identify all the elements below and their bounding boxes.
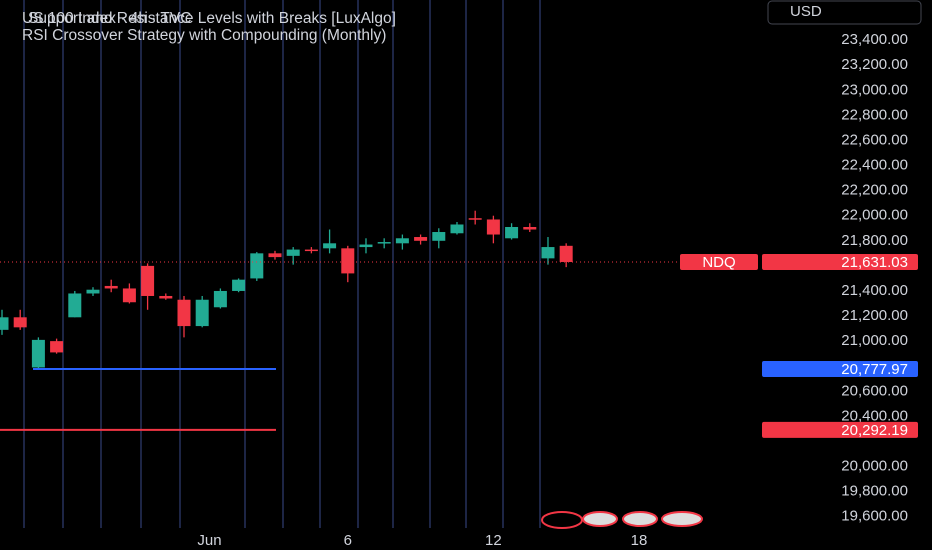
candle-body	[141, 265, 155, 296]
currency-box[interactable]	[767, 0, 922, 25]
candle-body	[31, 339, 45, 368]
candle-body	[323, 243, 337, 249]
y-tick-label: 20,000.00	[841, 458, 908, 475]
candle-body	[541, 247, 555, 259]
candle-body	[395, 238, 409, 244]
x-tick-label: 18	[631, 532, 648, 549]
chart-title: US 100 Index · 4h · TVC	[22, 10, 191, 27]
currency[interactable]: USD	[790, 3, 822, 20]
y-tick-label: 22,200.00	[841, 182, 908, 199]
y-tick-label: 23,200.00	[841, 56, 908, 73]
y-tick-label: 19,800.00	[841, 483, 908, 500]
price-label: 20,777.97	[841, 361, 908, 378]
candle-body	[50, 341, 64, 353]
price-label-box	[762, 253, 918, 270]
candle-body	[523, 227, 537, 230]
candle-body	[468, 218, 482, 220]
y-tick-label: 23,000.00	[841, 81, 908, 98]
indicator-title: Support and Resistance Levels with Break…	[28, 10, 396, 27]
symbol-box	[680, 253, 758, 270]
candle-body	[359, 244, 373, 248]
x-tick-label: 6	[344, 532, 352, 549]
event-icons[interactable]	[541, 511, 703, 529]
y-tick-label: 19,600.00	[841, 508, 908, 525]
y-tick-label: 21,200.00	[841, 307, 908, 324]
y-tick-label: 22,600.00	[841, 131, 908, 148]
candle-body	[0, 317, 9, 330]
candle-body	[559, 245, 573, 262]
price-label: 20,292.19	[841, 422, 908, 439]
x-tick-label: Jun	[197, 532, 221, 549]
y-tick-label: 20,400.00	[841, 407, 908, 424]
candle-body	[341, 248, 355, 274]
candle-body	[432, 232, 446, 241]
candle-body	[86, 289, 100, 294]
candle-body	[104, 285, 118, 289]
price-label: 21,631.03	[841, 254, 908, 271]
y-tick-label: 22,400.00	[841, 157, 908, 174]
y-tick-label: 21,400.00	[841, 282, 908, 299]
candle-body	[286, 249, 300, 256]
candle-body	[250, 253, 264, 279]
y-tick-label: 21,800.00	[841, 232, 908, 249]
y-tick-label: 22,000.00	[841, 207, 908, 224]
candle-body	[159, 295, 173, 299]
candle-body	[213, 290, 227, 308]
strategy-markers	[23, 0, 541, 528]
candle-body	[195, 299, 209, 327]
candle-body	[122, 288, 136, 303]
candle-body	[450, 224, 464, 234]
y-tick-label: 20,600.00	[841, 382, 908, 399]
candle-body	[304, 249, 318, 252]
candle-body	[486, 219, 500, 235]
symbol-label: NDQ	[702, 254, 735, 271]
price-label-box	[762, 360, 918, 377]
y-tick-label: 21,000.00	[841, 332, 908, 349]
x-tick-label: 12	[485, 532, 502, 549]
indicator-title: RSI Crossover Strategy with Compounding …	[22, 27, 386, 44]
candle-body	[177, 299, 191, 327]
candle-body	[505, 227, 519, 239]
candle-body	[414, 237, 428, 241]
y-tick-label: 23,400.00	[841, 31, 908, 48]
candle-body	[68, 293, 82, 318]
candle-body	[268, 253, 282, 258]
candle-body	[232, 279, 246, 291]
candle-body	[13, 317, 27, 328]
y-tick-label: 22,800.00	[841, 106, 908, 123]
price-label-box	[762, 421, 918, 438]
candle-body	[377, 242, 391, 244]
